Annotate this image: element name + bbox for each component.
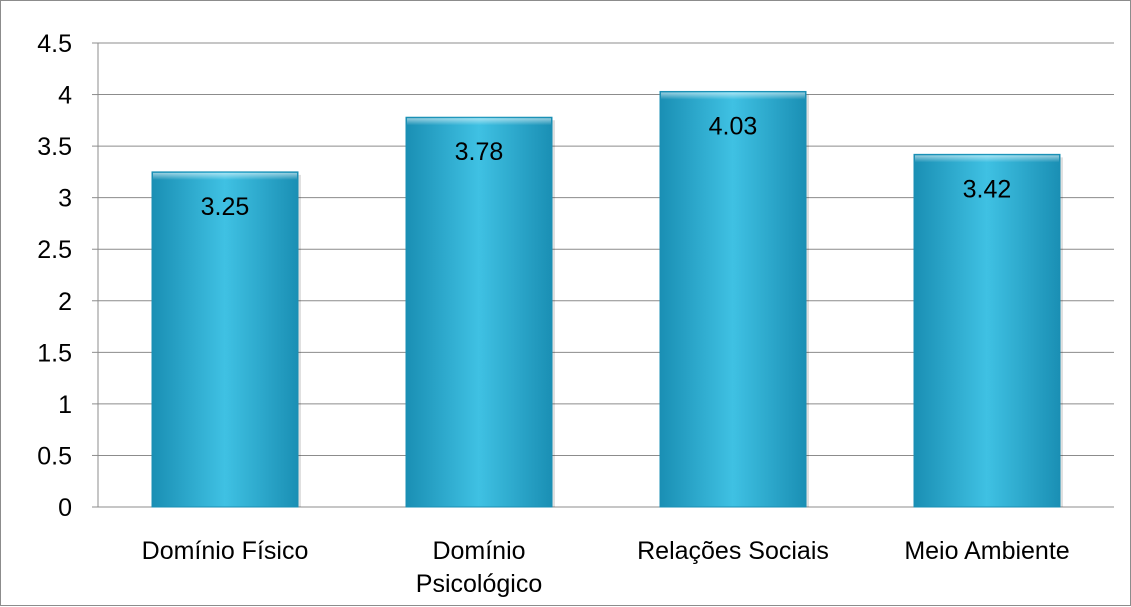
bar-data-label: 3.25 [201, 193, 250, 221]
bar-highlight [153, 172, 297, 180]
x-axis-labels: Domínio Físico Domínio Psicológico Relações… [142, 537, 1070, 598]
y-axis: 0 0.5 1 1.5 2 2.5 3 3.5 4 4.5 [37, 30, 99, 522]
bars: 3.25 3.78 4.03 3.42 [151, 90, 1063, 508]
bar [151, 171, 299, 508]
bar-group: 4.03 [659, 90, 809, 508]
bar-group: 3.78 [405, 116, 555, 508]
y-tick-label: 3 [58, 185, 72, 213]
x-category-label: Psicológico [416, 570, 542, 598]
bar-highlight [915, 155, 1059, 163]
bar [659, 90, 807, 508]
y-tick-label: 3.5 [37, 133, 72, 161]
x-category-label: Domínio Físico [142, 537, 309, 565]
y-tick-label: 1 [58, 391, 72, 419]
bar-data-label: 4.03 [709, 112, 758, 140]
y-tick-label: 4 [58, 82, 72, 110]
y-tick-label: 0.5 [37, 442, 72, 470]
y-tick-label: 1.5 [37, 339, 72, 367]
x-category-label: Domínio [432, 537, 525, 565]
bar-group: 3.42 [913, 153, 1063, 508]
y-tick-label: 0 [58, 494, 72, 522]
bar-data-label: 3.42 [963, 175, 1012, 203]
y-tick-label: 4.5 [37, 30, 72, 58]
x-category-label: Meio Ambiente [904, 537, 1069, 565]
bar-highlight [407, 118, 551, 126]
y-tick-label: 2.5 [37, 236, 72, 264]
bar [405, 116, 553, 508]
bar-group: 3.25 [151, 171, 301, 508]
bar-highlight [661, 92, 805, 100]
bar [913, 153, 1061, 508]
bar-data-label: 3.78 [455, 138, 504, 166]
x-category-label: Relações Sociais [637, 537, 829, 565]
y-tick-label: 2 [58, 288, 72, 316]
